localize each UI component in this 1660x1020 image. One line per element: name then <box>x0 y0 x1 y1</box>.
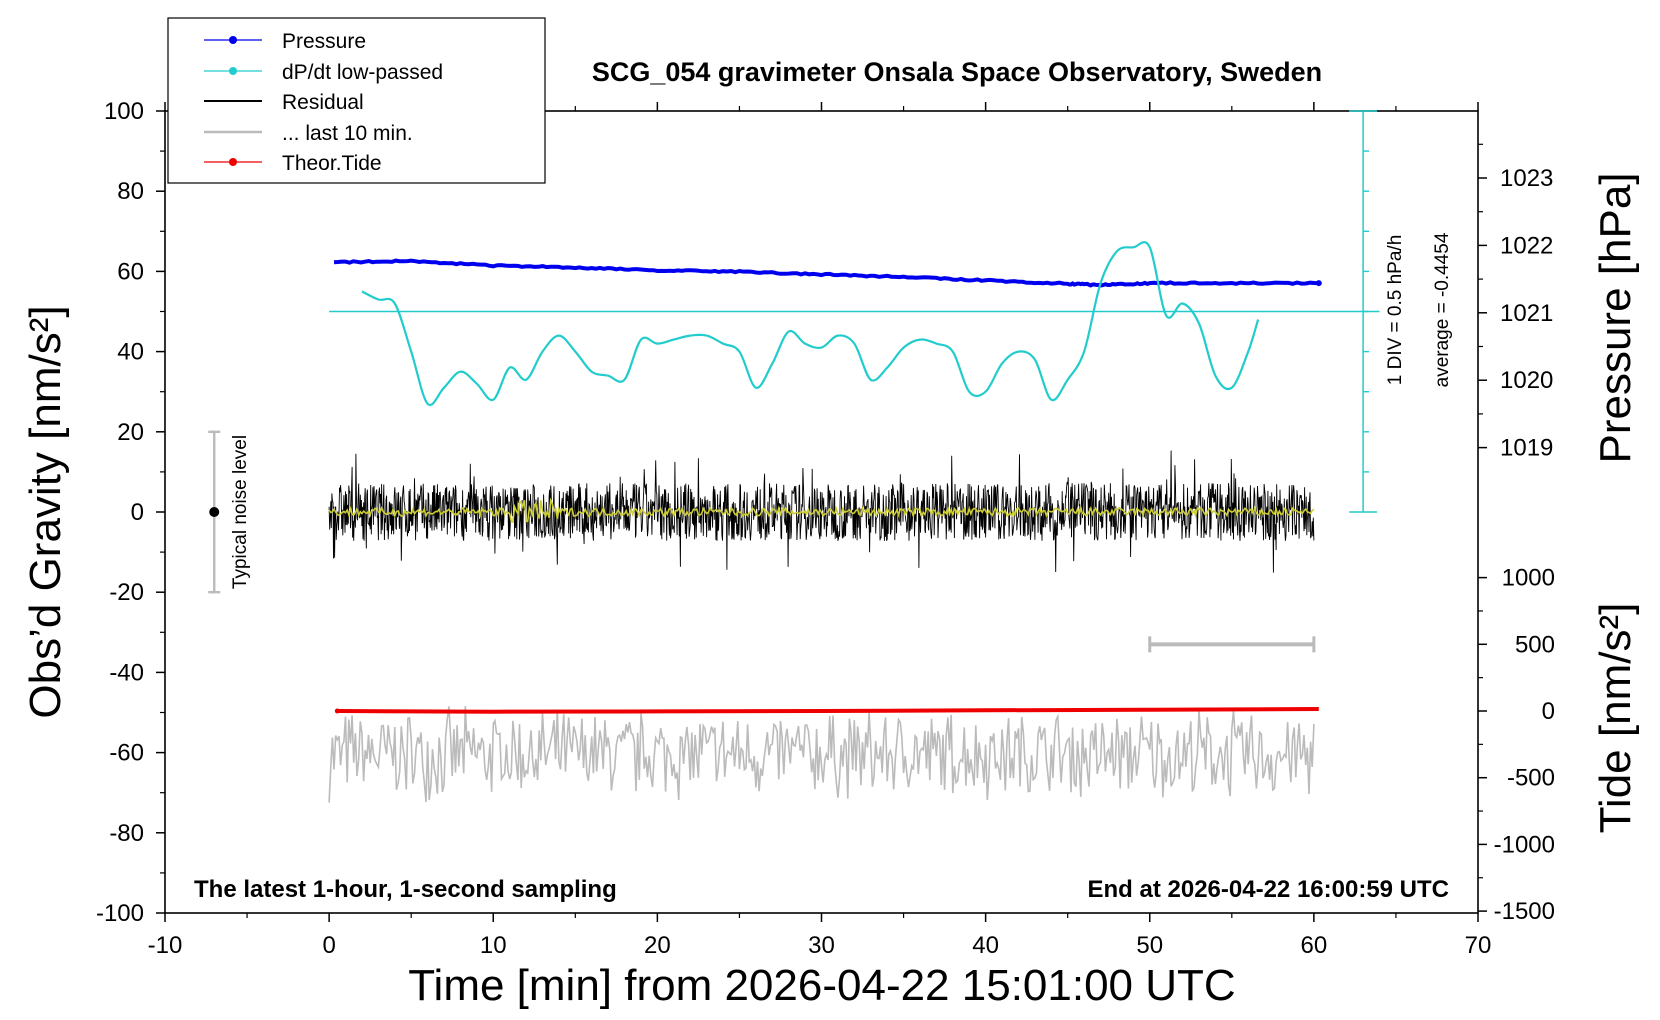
legend-marker-tide <box>229 158 237 166</box>
legend-marker-pressure <box>229 36 237 44</box>
x-axis-label: Time [min] from 2026-04-22 15:01:00 UTC <box>408 961 1235 1010</box>
chart-title: SCG_054 gravimeter Onsala Space Observat… <box>592 57 1322 87</box>
annotation-end-time: End at 2026-04-22 16:00:59 UTC <box>1088 876 1450 903</box>
series-theor-tide <box>337 707 1319 714</box>
tide-tick-label: -500 <box>1507 765 1555 792</box>
y-tick-label: -40 <box>109 659 144 686</box>
x-tick-label: 0 <box>322 932 335 959</box>
x-tick-label: 50 <box>1136 932 1163 959</box>
tide-start-marker <box>334 708 340 714</box>
x-tick-label: 20 <box>644 932 671 959</box>
noise-level-label: Typical noise level <box>230 435 251 589</box>
tide-tick-label: -1000 <box>1494 831 1555 858</box>
legend-label-pressure: Pressure <box>282 30 366 53</box>
legend-box <box>167 17 546 184</box>
y-tick-label: 0 <box>131 499 144 526</box>
y-tick-label: -60 <box>109 740 144 767</box>
x-tick-label: 40 <box>972 932 999 959</box>
annotation-sampling: The latest 1-hour, 1-second sampling <box>194 876 617 903</box>
legend-label-last10: ... last 10 min. <box>282 122 413 145</box>
legend-label-residual: Residual <box>282 91 364 114</box>
x-tick-label: -10 <box>148 932 183 959</box>
pressure-tick-label: 1020 <box>1500 367 1553 394</box>
y-tick-label: 20 <box>117 419 144 446</box>
pressure-tick-label: 1021 <box>1500 300 1553 327</box>
y-tick-label: -80 <box>109 820 144 847</box>
y-tick-label: -100 <box>96 900 144 927</box>
y-axis-label-gravity: Obs’d Gravity [nm/s²] <box>21 305 70 718</box>
y-tick-label: 40 <box>117 339 144 366</box>
tide-tick-label: -1500 <box>1494 898 1555 925</box>
y-tick-label: 60 <box>117 258 144 285</box>
pressure-tick-label: 1022 <box>1500 232 1553 259</box>
x-tick-label: 60 <box>1301 932 1328 959</box>
pressure-tick-label: 1019 <box>1500 435 1553 462</box>
y-tick-label: -20 <box>109 579 144 606</box>
tide-tick-label: 500 <box>1515 631 1555 658</box>
y-tick-label: 80 <box>117 178 144 205</box>
tide-tick-label: 1000 <box>1502 565 1555 592</box>
series-dpdt <box>361 241 1260 407</box>
pressure-end-marker <box>1315 280 1322 287</box>
y-tick-label: 100 <box>104 98 144 125</box>
tide-tick-label: 0 <box>1542 698 1555 725</box>
dpdt-average-label: average = -0.4454 <box>1432 232 1453 387</box>
y-axis-label-tide: Tide [nm/s²] <box>1591 603 1640 834</box>
y-axis-label-pressure: Pressure [hPa] <box>1591 172 1640 463</box>
noise-bar-center-dot <box>209 507 220 517</box>
x-tick-label: 70 <box>1465 932 1492 959</box>
series-pressure <box>333 258 1319 288</box>
data-series <box>328 241 1322 803</box>
pressure-tick-label: 1023 <box>1500 165 1553 192</box>
series-residual-smoothed <box>328 497 1315 524</box>
legend: Pressure dP/dt low-passed Residual ... l… <box>167 17 546 184</box>
legend-label-tide: Theor.Tide <box>282 152 382 175</box>
series-last-10-min <box>328 706 1315 803</box>
x-tick-label: 10 <box>480 932 507 959</box>
x-tick-label: 30 <box>808 932 835 959</box>
chart-annotations <box>208 110 1380 653</box>
legend-label-dpdt: dP/dt low-passed <box>282 61 443 84</box>
dpdt-scale-label: 1 DIV = 0.5 hPa/h <box>1385 235 1406 386</box>
legend-marker-dpdt <box>229 67 237 75</box>
axis-ticks: -10 0 10 20 30 40 50 60 70100806040200-20-40-60-… <box>96 98 1555 959</box>
